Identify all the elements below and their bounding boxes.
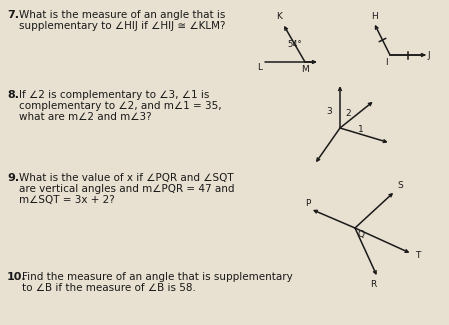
Text: supplementary to ∠HIJ if ∠HIJ ≅ ∠KLM?: supplementary to ∠HIJ if ∠HIJ ≅ ∠KLM?: [19, 21, 225, 31]
Text: 2: 2: [345, 110, 351, 119]
Text: Find the measure of an angle that is supplementary: Find the measure of an angle that is sup…: [22, 272, 293, 282]
Text: R: R: [370, 280, 376, 289]
Text: 10.: 10.: [7, 272, 26, 282]
Text: to ∠B if the measure of ∠B is 58.: to ∠B if the measure of ∠B is 58.: [22, 283, 196, 293]
Text: H: H: [370, 12, 377, 21]
Text: 8.: 8.: [7, 90, 19, 100]
Text: I: I: [385, 58, 388, 67]
Text: m∠SQT = 3x + 2?: m∠SQT = 3x + 2?: [19, 195, 115, 205]
Text: L: L: [257, 63, 262, 72]
Text: Q: Q: [358, 230, 365, 239]
Text: J: J: [427, 50, 430, 59]
Text: S: S: [397, 181, 403, 190]
Text: 54°: 54°: [287, 40, 302, 49]
Text: What is the measure of an angle that is: What is the measure of an angle that is: [19, 10, 225, 20]
Text: If ∠2 is complementary to ∠3, ∠1 is: If ∠2 is complementary to ∠3, ∠1 is: [19, 90, 209, 100]
Text: What is the value of x if ∠PQR and ∠SQT: What is the value of x if ∠PQR and ∠SQT: [19, 173, 233, 183]
Text: T: T: [415, 251, 420, 259]
Text: what are m∠2 and m∠3?: what are m∠2 and m∠3?: [19, 112, 152, 122]
Text: complementary to ∠2, and m∠1 = 35,: complementary to ∠2, and m∠1 = 35,: [19, 101, 222, 111]
Text: 1: 1: [358, 125, 364, 135]
Text: are vertical angles and m∠PQR = 47 and: are vertical angles and m∠PQR = 47 and: [19, 184, 234, 194]
Text: K: K: [276, 12, 282, 21]
Text: P: P: [305, 199, 311, 208]
Text: 7.: 7.: [7, 10, 19, 20]
Text: M: M: [301, 65, 309, 74]
Text: 9.: 9.: [7, 173, 19, 183]
Text: 3: 3: [326, 108, 332, 116]
